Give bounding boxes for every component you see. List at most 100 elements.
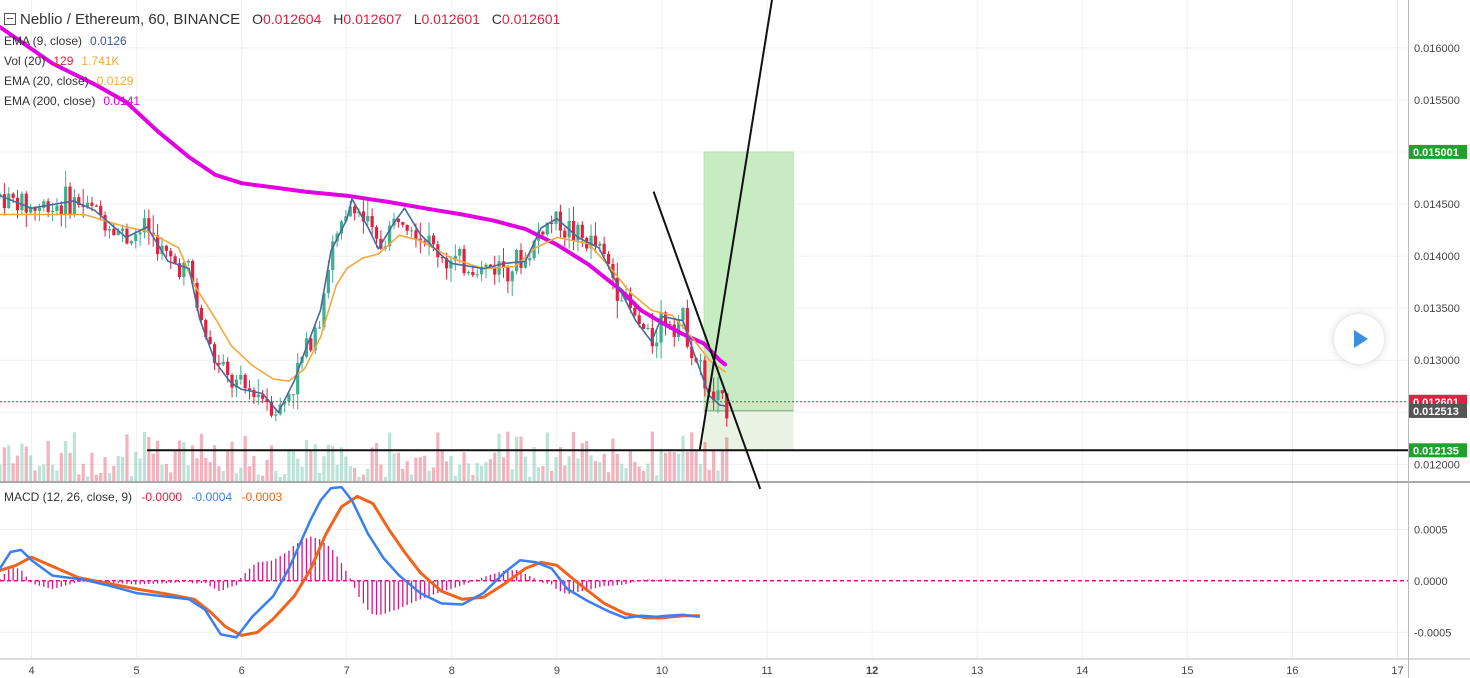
candle-body	[322, 293, 326, 328]
price-tick: 0.014000	[1414, 251, 1460, 263]
open-value: 0.012604	[262, 11, 322, 27]
candle-body	[318, 327, 322, 329]
candle-body	[528, 258, 532, 261]
candle-body	[396, 218, 401, 223]
volume-bar	[532, 446, 536, 481]
volume-bar	[694, 451, 698, 481]
volume-bar	[567, 456, 571, 481]
candle-body	[370, 216, 374, 228]
candle-body	[64, 186, 68, 215]
candle-body	[33, 207, 37, 211]
candle-body	[655, 342, 659, 347]
time-tick: 4	[28, 665, 34, 677]
candle-body	[401, 222, 405, 225]
price-label: 0.012135	[1413, 445, 1459, 457]
volume-bar	[247, 466, 252, 481]
volume-bar	[107, 473, 112, 481]
candle-body	[195, 282, 199, 308]
volume-bar	[15, 455, 20, 481]
volume-ma-value: 1.741K	[81, 54, 120, 68]
volume-bar	[615, 454, 619, 481]
time-tick: 9	[554, 665, 560, 677]
volume-bar	[423, 455, 427, 481]
volume-bar	[68, 452, 72, 481]
volume-bar	[646, 463, 650, 481]
volume-value: 129	[53, 54, 74, 68]
volume-bar	[37, 465, 42, 481]
volume-bar	[414, 457, 418, 481]
volume-bar	[401, 468, 405, 481]
macd-line	[0, 485, 700, 639]
time-tick: 12	[866, 665, 878, 677]
candle-body	[15, 197, 20, 211]
volume-bar	[541, 465, 545, 481]
ema200-label: EMA (200, close)	[4, 94, 96, 108]
legend-ema9[interactable]: EMA (9, close) 0.0126	[4, 34, 127, 48]
volume-bar	[221, 471, 225, 481]
volume-bar	[42, 464, 46, 481]
volume-bar	[164, 463, 168, 481]
legend-macd[interactable]: MACD (12, 26, close, 9) -0.0000 -0.0004 …	[4, 490, 282, 504]
candle-body	[353, 206, 357, 214]
volume-bar	[580, 443, 584, 481]
candle-body	[663, 312, 668, 325]
candle-body	[698, 360, 703, 362]
macd-signal-line	[0, 494, 701, 637]
volume-bar	[698, 464, 703, 481]
volume-bar	[156, 440, 160, 481]
volume-bar	[471, 475, 475, 481]
legend-ema20[interactable]: EMA (20, close) 0.0129	[4, 74, 133, 88]
candle-body	[186, 260, 190, 263]
ema9-value: 0.0126	[90, 34, 127, 48]
volume-bar	[668, 451, 672, 481]
candle-body	[545, 222, 549, 235]
volume-bar	[226, 451, 230, 481]
candle-body	[427, 235, 431, 244]
high-value: 0.012607	[343, 11, 402, 27]
time-tick: 15	[1181, 665, 1193, 677]
volume-bar	[685, 451, 689, 481]
volume-bar	[81, 463, 85, 481]
ema20-value: 0.0129	[96, 74, 134, 88]
volume-bar	[261, 475, 265, 481]
volume-bar	[510, 469, 514, 481]
volume-bar	[585, 441, 589, 481]
volume-bar	[633, 461, 637, 481]
uptrend-line	[698, 0, 773, 450]
volume-bar	[440, 449, 444, 481]
volume-bar	[641, 471, 646, 481]
volume-bar	[348, 465, 352, 481]
price-tick: 0.013000	[1414, 355, 1460, 367]
volume-bar	[116, 455, 120, 481]
volume-bar	[204, 458, 208, 481]
candle-body	[515, 250, 519, 272]
candle-body	[46, 201, 50, 213]
price-label-bg	[1409, 403, 1467, 418]
collapse-icon[interactable]	[4, 13, 16, 25]
chart-header: Neblio / Ethereum, 60, BINANCE O0.012604…	[0, 8, 568, 30]
ema200-line	[0, 25, 727, 367]
candle-body	[265, 398, 269, 403]
legend-ema200[interactable]: EMA (200, close) 0.0141	[4, 94, 140, 108]
macd-hist-value: -0.0000	[141, 490, 183, 504]
volume-bar	[431, 467, 436, 481]
legend-volume[interactable]: Vol (20) 129 1.741K	[4, 54, 119, 68]
volume-bar	[239, 467, 243, 481]
candle-body	[475, 274, 479, 276]
price-label-bg	[1409, 144, 1467, 159]
volume-bar	[497, 433, 501, 481]
volume-bar	[177, 440, 182, 481]
volume-bar	[712, 450, 716, 481]
candle-body	[24, 193, 28, 213]
replay-button[interactable]	[1334, 314, 1384, 364]
volume-bar	[396, 452, 401, 481]
volume-bar	[515, 436, 519, 481]
volume-bar	[392, 453, 396, 481]
candle-body	[252, 390, 256, 398]
candle-body	[637, 315, 641, 325]
close-value: 0.012601	[501, 11, 561, 27]
volume-bar	[191, 445, 195, 481]
volume-bar	[536, 467, 541, 481]
candle-body	[405, 224, 409, 231]
